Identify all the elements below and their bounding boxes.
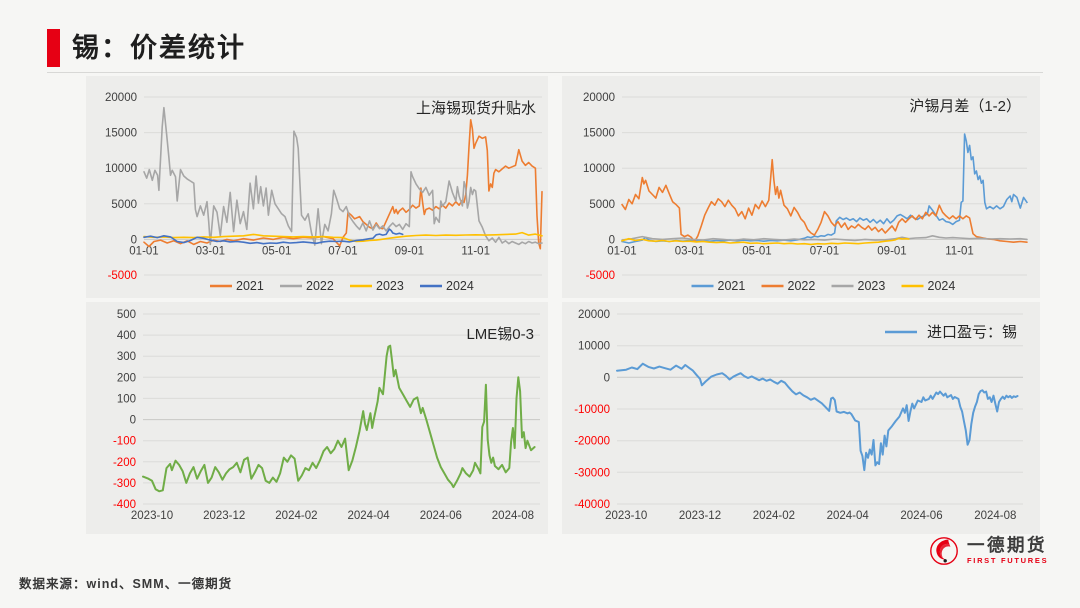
x-tick-label: 11-01: [945, 245, 974, 257]
y-tick-label: -300: [113, 478, 136, 490]
legend-label-2024: 2024: [928, 279, 956, 293]
logo-name-cn: 一德期货: [967, 535, 1047, 555]
y-tick-label: 0: [131, 234, 137, 246]
legend-label-2021: 2021: [236, 279, 264, 293]
x-tick-label: 07-01: [810, 245, 839, 257]
x-tick-label: 2024-04: [347, 510, 390, 522]
x-tick-label: 2024-04: [827, 510, 870, 522]
x-tick-label: 2024-06: [420, 510, 462, 522]
chart-title: LME锡0-3: [466, 326, 534, 343]
legend-label-2021: 2021: [718, 279, 746, 293]
y-tick-label: 5000: [589, 199, 615, 211]
series-line-2022: [621, 158, 1028, 243]
y-tick-label: 5000: [111, 199, 137, 211]
y-tick-label: 10000: [105, 163, 137, 175]
y-tick-label: -5000: [108, 270, 137, 282]
x-tick-label: 01-01: [129, 245, 158, 257]
y-tick-label: -20000: [574, 436, 610, 448]
title-accent-bar: [47, 29, 60, 67]
legend-label-2023: 2023: [376, 279, 404, 293]
x-tick-label: 11-01: [461, 245, 490, 257]
legend-label-2023: 2023: [858, 279, 886, 293]
chart-title: 进口盈亏：锡: [927, 324, 1017, 341]
y-tick-label: 0: [604, 372, 610, 384]
y-tick-label: 10000: [583, 163, 615, 175]
page-title: 锡：价差统计: [72, 33, 246, 63]
series-line-2023: [143, 231, 543, 243]
x-tick-label: 2024-08: [492, 510, 534, 522]
y-tick-label: 15000: [583, 128, 615, 140]
y-tick-label: -30000: [574, 467, 610, 479]
legend-label-2024: 2024: [446, 279, 474, 293]
chart-title: 沪锡月差（1-2）: [909, 98, 1021, 115]
y-tick-label: 0: [609, 234, 615, 246]
chart-shfe-month-spread-1-2: -5000 0 5000 10000 15000 20000 01-01 03-01 05-01…: [583, 92, 1028, 293]
x-tick-label: 2024-02: [753, 510, 795, 522]
y-tick-label: 0: [130, 415, 136, 427]
chart-import-profit-loss-tin: -40000 -30000 -20000 -10000 0 10000 20000 2023-…: [574, 309, 1023, 522]
y-tick-label: -100: [113, 436, 136, 448]
series-line-LME锡0-3: [142, 344, 536, 493]
y-tick-label: -200: [113, 457, 136, 469]
chart-title: 上海锡现货升贴水: [416, 100, 536, 117]
chart-lme-tin-0-3: -400 -300 -200 -100 0 100 200 300 400 500 2023-10 2…: [113, 309, 540, 522]
y-tick-label: -10000: [574, 404, 610, 416]
panel-shfe-month-spread: [562, 76, 1040, 298]
footer-data-source: 数据来源：wind、SMM、一德期货: [19, 577, 233, 591]
y-tick-label: -5000: [586, 270, 615, 282]
legend-label-2022: 2022: [788, 279, 816, 293]
series-line-进口盈亏：锡: [616, 362, 1019, 472]
logo-name-en: FIRST FUTURES: [967, 556, 1049, 566]
series-line-2022: [143, 106, 543, 246]
y-tick-label: 300: [117, 351, 136, 363]
x-tick-label: 05-01: [742, 245, 771, 257]
y-tick-label: 20000: [583, 92, 615, 104]
logo-icon: [930, 537, 958, 565]
x-tick-label: 2024-02: [275, 510, 317, 522]
series-line-2021: [621, 133, 1028, 244]
y-tick-label: 100: [117, 393, 136, 405]
x-tick-label: 2023-12: [203, 510, 245, 522]
title-rule: [47, 72, 1043, 73]
x-tick-label: 03-01: [196, 245, 225, 257]
series-line-2021: [143, 118, 543, 250]
y-tick-label: 20000: [578, 309, 610, 321]
y-tick-label: -400: [113, 499, 136, 511]
y-tick-label: -40000: [574, 499, 610, 511]
panel-lme-0-3: [86, 302, 548, 534]
x-tick-label: 2023-10: [605, 510, 647, 522]
logo: 一德期货 FIRST FUTURES: [928, 535, 1048, 567]
x-tick-label: 2024-06: [900, 510, 942, 522]
logo-text: 一德期货 FIRST FUTURES: [967, 535, 1048, 565]
y-tick-label: 200: [117, 372, 136, 384]
x-tick-label: 2023-12: [679, 510, 721, 522]
legend-label-2022: 2022: [306, 279, 334, 293]
x-tick-label: 2023-10: [131, 510, 173, 522]
y-tick-label: 400: [117, 330, 136, 342]
chart-shanghai-spot-premium: -5000 0 5000 10000 15000 20000 01-01 03-01 05-01…: [105, 92, 543, 293]
series-line-2023: [621, 235, 1028, 242]
x-tick-label: 05-01: [262, 245, 291, 257]
series-line-2024: [621, 237, 910, 246]
y-tick-label: 500: [117, 309, 136, 321]
x-tick-label: 07-01: [328, 245, 357, 257]
y-tick-label: 15000: [105, 128, 137, 140]
y-tick-label: 20000: [105, 92, 137, 104]
x-tick-label: 09-01: [877, 245, 906, 257]
x-tick-label: 09-01: [395, 245, 424, 257]
y-tick-label: 10000: [578, 341, 610, 353]
x-tick-label: 03-01: [675, 245, 704, 257]
x-tick-label: 2024-08: [974, 510, 1016, 522]
x-tick-label: 01-01: [607, 245, 636, 257]
series-line-2024: [143, 228, 404, 245]
panel-import-profit-loss: [562, 302, 1040, 534]
